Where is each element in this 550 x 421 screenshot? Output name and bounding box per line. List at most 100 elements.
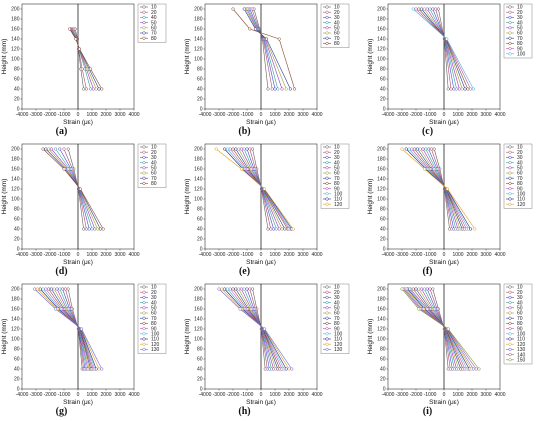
- y-tick-label: 60: [380, 77, 386, 83]
- legend-swatch-marker: [325, 337, 329, 341]
- data-point: [400, 287, 404, 291]
- data-point: [90, 227, 94, 231]
- y-tick-label: 200: [11, 7, 20, 13]
- legend-swatch-marker: [508, 181, 512, 185]
- x-tick-label: 3000: [480, 112, 491, 118]
- legend-label: 50: [334, 306, 340, 312]
- legend-label: 70: [334, 176, 340, 182]
- legend-swatch-marker: [325, 10, 329, 14]
- legend-label: 100: [151, 332, 160, 338]
- legend-swatch-marker: [508, 5, 512, 9]
- legend-swatch-marker: [142, 31, 146, 35]
- y-tick-label: 80: [380, 347, 386, 353]
- data-point: [251, 287, 255, 291]
- legend-label: 90: [517, 46, 523, 52]
- data-point: [228, 147, 232, 151]
- y-tick-label: 0: [17, 247, 20, 253]
- series-line: [252, 288, 266, 370]
- legend-label: 130: [151, 347, 160, 353]
- x-tick-label: 4000: [494, 112, 505, 118]
- legend-swatch-marker: [508, 353, 512, 357]
- x-tick-label: 0: [260, 112, 263, 118]
- legend-swatch-marker: [508, 301, 512, 305]
- y-tick-label: 160: [194, 167, 203, 173]
- y-tick-label: 120: [377, 47, 386, 53]
- data-point: [63, 287, 67, 291]
- y-tick-label: 0: [200, 247, 203, 253]
- x-axis-label: Strain (με): [246, 399, 276, 406]
- x-tick-label: 3000: [297, 392, 308, 398]
- legend-swatch-marker: [508, 327, 512, 331]
- legend-swatch-marker: [142, 166, 146, 170]
- legend-label: 10: [517, 145, 523, 151]
- series-line: [401, 148, 476, 230]
- x-tick-label: -2000: [410, 252, 423, 258]
- legend-swatch-marker: [508, 358, 512, 362]
- legend-swatch-marker: [508, 47, 512, 51]
- legend-swatch-marker: [325, 21, 329, 25]
- legend-label: 50: [151, 166, 157, 172]
- data-point: [455, 87, 459, 91]
- data-point: [477, 367, 481, 371]
- data-point: [245, 287, 249, 291]
- series-line: [407, 288, 470, 370]
- x-tick-label: 2000: [283, 392, 294, 398]
- legend-swatch-marker: [508, 290, 512, 294]
- series-line: [405, 148, 471, 230]
- series-line: [62, 288, 86, 370]
- series-line: [417, 148, 463, 230]
- x-tick-label: -2000: [44, 112, 57, 118]
- data-point: [418, 147, 422, 151]
- data-point: [410, 147, 414, 151]
- series-line: [433, 148, 450, 230]
- series-line: [235, 148, 286, 230]
- series-line: [412, 288, 464, 370]
- data-point: [445, 187, 450, 191]
- x-tick-label: 2000: [466, 252, 477, 258]
- data-point: [283, 227, 287, 231]
- data-point: [287, 367, 291, 371]
- data-point: [44, 147, 48, 151]
- panel-label: (h): [238, 406, 251, 417]
- legend-label: 60: [151, 171, 157, 177]
- data-point: [284, 367, 288, 371]
- x-tick-label: 4000: [128, 112, 139, 118]
- data-point: [469, 87, 473, 91]
- data-point: [248, 147, 252, 151]
- legend-swatch-marker: [142, 311, 146, 315]
- series-line: [246, 8, 283, 90]
- series-line: [429, 288, 451, 370]
- data-point: [473, 227, 477, 231]
- data-point: [245, 147, 249, 151]
- legend-label: 130: [517, 347, 526, 353]
- legend-swatch-marker: [325, 192, 329, 196]
- legend-box: [503, 143, 533, 209]
- chart-svg: -4000 -3000 -2000 -1000 0 1000 2000 3000 4000 0 20…: [1, 143, 167, 266]
- legend-label: 10: [151, 145, 157, 151]
- y-tick-label: 40: [380, 87, 386, 93]
- x-tick-label: 1000: [452, 252, 463, 258]
- legend-label: 120: [334, 342, 343, 348]
- data-point: [55, 287, 59, 291]
- legend-swatch-marker: [508, 342, 512, 346]
- legend-swatch-marker: [508, 321, 512, 325]
- chart-svg: -4000 -3000 -2000 -1000 0 1000 2000 3000 4000 0 20…: [367, 143, 533, 266]
- data-point: [62, 147, 66, 151]
- y-tick-label: 60: [380, 357, 386, 363]
- legend-label: 30: [334, 295, 340, 301]
- data-point: [41, 147, 45, 151]
- legend-label: 80: [517, 321, 523, 327]
- legend-label: 30: [151, 155, 157, 161]
- y-tick-label: 80: [197, 207, 203, 213]
- legend-label: 30: [517, 155, 523, 161]
- y-tick-label: 20: [380, 97, 386, 103]
- data-point: [68, 27, 72, 31]
- legend-label: 70: [517, 176, 523, 182]
- y-tick-label: 100: [377, 197, 386, 203]
- data-point: [414, 7, 418, 11]
- y-tick-label: 140: [377, 317, 386, 323]
- legend-label: 40: [517, 300, 523, 306]
- y-tick-label: 60: [14, 357, 20, 363]
- legend-swatch-marker: [508, 187, 512, 191]
- data-point: [425, 287, 429, 291]
